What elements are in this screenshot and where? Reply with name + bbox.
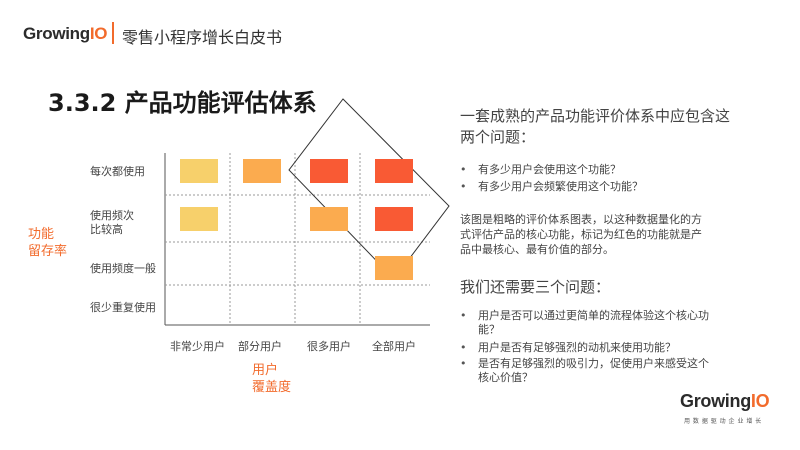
bullet2-item-2: 是否有足够强烈的吸引力，促使用户来感受这个 核心价值？ [460, 357, 709, 385]
header-divider [112, 22, 114, 44]
page-title: 3.3.2 产品功能评估体系 [48, 89, 317, 117]
right-paragraph: 该图是粗略的评价体系图表，以这种数据量化的方 式评估产品的核心功能，标记为红色的… [460, 212, 702, 257]
bullet1-item-1: 有多少用户会频繁使用这个功能？ [460, 180, 643, 194]
col-label-1: 部分用户 [238, 340, 282, 353]
cell-r0-c3 [375, 159, 413, 183]
footer-tagline: 用 数 据 驱 动 企 业 增 长 [684, 418, 762, 425]
right-heading-1: 一套成熟的产品功能评价体系中应包含这 两个问题： [460, 106, 730, 148]
y-axis-title: 功能 留存率 [28, 226, 67, 260]
y-axis-title-line2: 留存率 [28, 244, 68, 259]
cell-r0-c0 [180, 159, 218, 183]
cell-r1-c2 [310, 207, 348, 231]
bullet1-item-0: 有多少用户会使用这个功能？ [460, 163, 621, 177]
header-logo: GrowingIO [23, 24, 108, 44]
y-axis-title-line1: 功能 [28, 227, 55, 242]
report-title: 零售小程序增长白皮书 [122, 28, 283, 47]
cell-r1-c0 [180, 207, 218, 231]
row-label-1: 使用频次 比较高 [90, 209, 134, 237]
cell-r1-c3 [375, 207, 413, 231]
cell-r0-c2 [310, 159, 348, 183]
row-label-1-line2: 比较高 [90, 223, 123, 236]
footer-logo-io: IO [750, 391, 770, 411]
col-label-3: 全部用户 [372, 340, 416, 353]
bullet2-item-2-line2: 核心价值？ [478, 371, 533, 384]
header-logo-io: IO [89, 24, 108, 43]
highlight-box [288, 98, 450, 280]
x-axis-title-line1: 用户 [252, 363, 279, 378]
bullet2-item-1: 用户是否有足够强烈的动机来使用功能？ [460, 341, 676, 355]
bullet2-item-0: 用户是否可以通过更简单的流程体验这个核心功 能？ [460, 309, 709, 337]
bullet2-item-2-line1: 是否有足够强烈的吸引力，促使用户来感受这个 [478, 357, 709, 370]
bullet2-item-0-line2: 能？ [478, 323, 500, 336]
footer-logo: GrowingIO [680, 391, 770, 412]
footer-logo-main: Growing [680, 391, 751, 411]
right-heading-2: 我们还需要三个问题： [460, 278, 611, 296]
cell-r0-c1 [243, 159, 281, 183]
bullet2-item-0-line1: 用户是否可以通过更简单的流程体验这个核心功 [478, 309, 709, 322]
header-logo-main: Growing [23, 24, 90, 43]
right-paragraph-line1: 该图是粗略的评价体系图表，以这种数据量化的方 [460, 213, 702, 226]
right-paragraph-line3: 品中最核心、最有价值的部分。 [460, 243, 614, 256]
x-axis-title-line2: 覆盖度 [252, 380, 292, 395]
right-paragraph-line2: 式评估产品的核心功能，标记为红色的功能就是产 [460, 228, 702, 241]
row-label-2: 使用频度一般 [90, 262, 156, 275]
row-label-0: 每次都使用 [90, 165, 145, 178]
row-label-3: 很少重复使用 [90, 301, 156, 314]
x-axis-title: 用户 覆盖度 [252, 362, 291, 396]
cell-r2-c3 [375, 256, 413, 280]
right-heading-1-line1: 一套成熟的产品功能评价体系中应包含这 [460, 107, 731, 125]
right-heading-1-line2: 两个问题： [460, 128, 536, 146]
row-label-1-line1: 使用频次 [90, 209, 134, 222]
col-label-0: 非常少用户 [170, 340, 225, 353]
col-label-2: 很多用户 [307, 340, 351, 353]
